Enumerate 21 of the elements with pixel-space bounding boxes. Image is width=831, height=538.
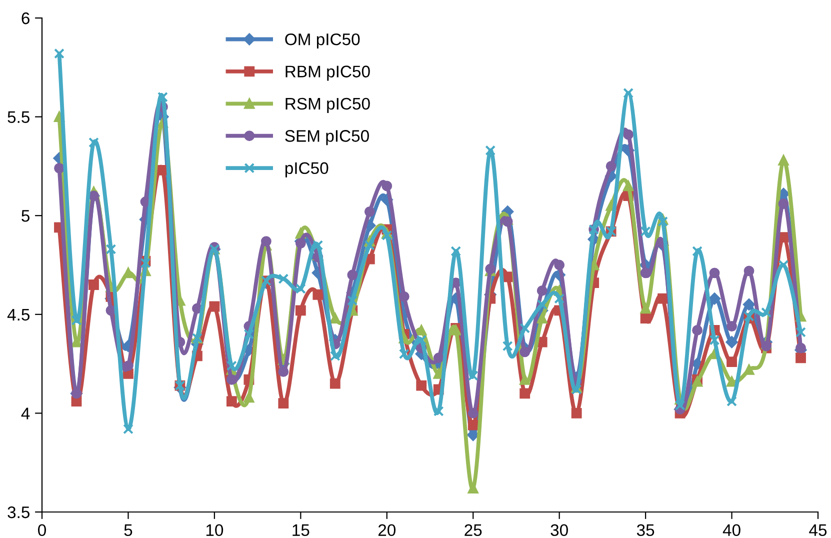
legend-label: RSM pIC50 — [286, 98, 370, 113]
y-tick-label: 4.5 — [7, 308, 30, 321]
x-tick-label: 40 — [722, 524, 740, 536]
x-tick-label: 30 — [550, 524, 568, 536]
legend-label: OM pIC50 — [285, 33, 360, 49]
legend-label: pIC50 — [285, 162, 328, 178]
y-tick-label: 4 — [21, 408, 30, 420]
y-tick-label: 6 — [22, 12, 30, 24]
x-tick-label: 25 — [464, 524, 482, 536]
x-tick-label: 20 — [378, 524, 396, 536]
legend-label: RBM pIC50 — [286, 66, 370, 81]
x-tick-label: 5 — [124, 524, 132, 536]
y-tick-label: 5 — [22, 210, 30, 222]
y-tick-label: 5.5 — [8, 111, 30, 124]
x-tick-label: 15 — [292, 524, 310, 536]
y-tick-label: 3.5 — [8, 506, 30, 518]
x-tick-label: 10 — [206, 524, 224, 536]
legend-label: SEM pIC50 — [285, 130, 369, 146]
x-tick-label: 35 — [636, 524, 654, 536]
x-tick-label: 45 — [809, 524, 827, 536]
x-tick-label: 0 — [38, 524, 46, 536]
